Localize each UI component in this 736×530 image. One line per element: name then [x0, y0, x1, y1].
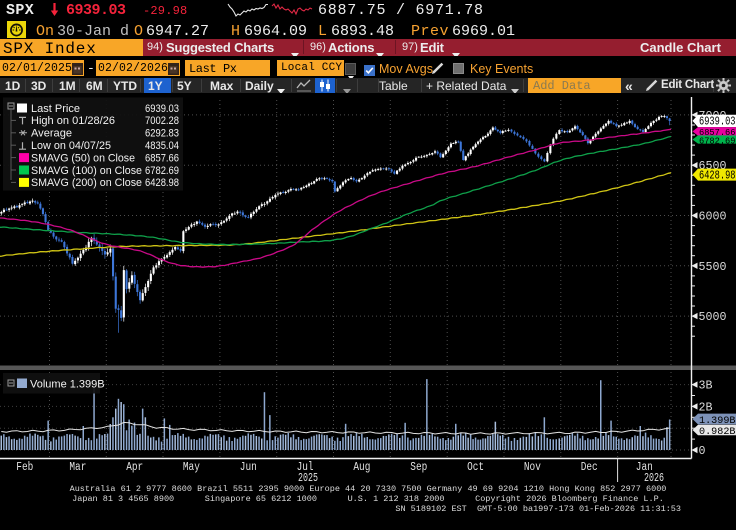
svg-text:Mar: Mar [69, 461, 86, 474]
svg-text:6782.69: 6782.69 [145, 165, 179, 177]
svg-text:6939.03: 6939.03 [699, 116, 736, 129]
svg-text:6857.66: 6857.66 [145, 152, 179, 164]
svg-text:Aug: Aug [353, 461, 370, 474]
svg-text:2025: 2025 [298, 472, 318, 485]
svg-text:Jun: Jun [240, 461, 257, 474]
svg-text:4835.04: 4835.04 [145, 140, 179, 152]
svg-text:7002.28: 7002.28 [145, 115, 179, 127]
svg-text:Feb: Feb [16, 461, 33, 474]
svg-text:May: May [183, 461, 200, 474]
svg-text:Dec: Dec [581, 461, 598, 474]
svg-text:6782.69: 6782.69 [699, 135, 736, 146]
svg-text:SMAVG (200) on Close: SMAVG (200) on Close [31, 177, 142, 189]
svg-text:1.399B: 1.399B [699, 415, 736, 427]
svg-text:Volume 1.399B: Volume 1.399B [30, 379, 105, 391]
svg-text:Average: Average [31, 128, 72, 140]
svg-text:6857.66: 6857.66 [699, 127, 736, 138]
svg-text:Low on 04/07/25: Low on 04/07/25 [31, 140, 111, 152]
svg-text:5000: 5000 [699, 311, 727, 324]
svg-text:Jul: Jul [297, 461, 314, 474]
svg-text:Jan: Jan [636, 461, 653, 474]
svg-text:High on 01/28/26: High on 01/28/26 [31, 115, 115, 127]
svg-text:Nov: Nov [524, 461, 541, 474]
svg-text:0.982B: 0.982B [699, 426, 736, 438]
svg-text:2B: 2B [699, 401, 713, 414]
svg-text:6000: 6000 [699, 211, 727, 224]
svg-text:SMAVG (100) on Close: SMAVG (100) on Close [31, 165, 142, 177]
svg-text:6428.98: 6428.98 [699, 169, 736, 182]
svg-text:6428.98: 6428.98 [145, 177, 179, 189]
svg-text:2026: 2026 [644, 472, 664, 485]
svg-text:SMAVG (50) on Close: SMAVG (50) on Close [31, 152, 135, 164]
svg-text:Apr: Apr [126, 461, 143, 474]
svg-text:3B: 3B [699, 380, 713, 393]
svg-text:Sep: Sep [410, 461, 427, 474]
svg-text:Oct: Oct [467, 461, 484, 474]
svg-text:6939.03: 6939.03 [145, 103, 179, 115]
svg-text:6292.83: 6292.83 [145, 128, 179, 140]
svg-text:5500: 5500 [699, 261, 727, 274]
svg-text:0: 0 [699, 445, 706, 458]
svg-text:Last Price: Last Price [31, 103, 80, 115]
